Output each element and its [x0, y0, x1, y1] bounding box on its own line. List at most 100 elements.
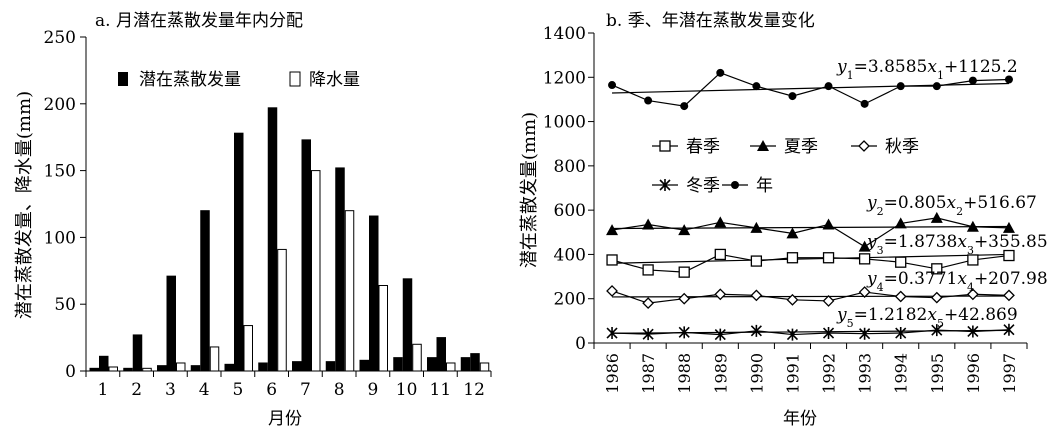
data-point — [678, 224, 691, 236]
bar-pet — [301, 139, 311, 372]
a-y-tick-label: 100 — [44, 228, 76, 248]
legend-marker — [659, 140, 671, 152]
b-x-tick-label: 1989 — [711, 353, 730, 394]
data-point — [894, 217, 907, 229]
a-x-tick-label: 10 — [396, 380, 418, 400]
bar-pet — [369, 215, 379, 372]
bar-pet — [470, 353, 480, 372]
data-point — [822, 327, 835, 340]
bar-pet — [402, 278, 413, 372]
a-y-tick-label: 200 — [44, 95, 76, 115]
bar-precip — [311, 170, 321, 372]
bar-precip — [344, 210, 355, 372]
data-point — [750, 289, 763, 302]
bar-small — [224, 363, 234, 372]
data-point — [606, 254, 618, 266]
bar-small — [190, 365, 201, 372]
data-point — [967, 325, 979, 338]
data-point — [678, 326, 690, 339]
data-point — [894, 290, 907, 303]
b-x-tick-label: 1992 — [820, 353, 839, 394]
b-x-tick-label: 1995 — [928, 353, 947, 394]
data-point — [930, 211, 943, 223]
legend-swatch-pet — [118, 72, 128, 86]
legend-label: 冬季 — [686, 176, 720, 196]
a-x-tick-label: 11 — [430, 380, 452, 400]
bar-precip — [412, 343, 422, 372]
series-line — [611, 217, 1009, 248]
trend-line — [612, 295, 1009, 298]
trend-line — [612, 225, 1009, 230]
data-point — [714, 248, 726, 261]
b-x-tick-label: 1988 — [675, 353, 694, 394]
data-point — [967, 254, 979, 266]
bar-small — [157, 365, 167, 372]
legend-marker — [731, 181, 739, 189]
bar-pet — [200, 210, 210, 372]
panel-b-trend-equations: y1=3.8585x1+1125.2 y2=0.805x2+516.67 y3=1.… — [836, 57, 1048, 330]
panel-b-yearly-chart: b. 季、年潜在蒸散发量变化 潜在蒸散发量(mm) 年份 0 200 400 600 8… — [519, 11, 1048, 429]
panel-b-x-axis-label: 年份 — [783, 409, 817, 429]
data-point — [966, 288, 979, 301]
a-y-tick-label: 250 — [44, 28, 76, 48]
a-x-tick-label: 3 — [165, 380, 176, 400]
data-point — [968, 76, 977, 85]
bar-pet — [436, 337, 446, 372]
b-x-tick-label: 1987 — [639, 353, 658, 394]
bar-precip — [243, 325, 253, 372]
b-x-tick-label: 1993 — [856, 353, 875, 394]
trend-equation: y2=0.805x2+516.67 — [866, 193, 1037, 218]
a-x-tick-label: 5 — [232, 380, 243, 400]
b-y-tick-label: 800 — [554, 157, 586, 177]
bar-precip — [277, 248, 287, 372]
b-x-tick-label: 1997 — [1000, 353, 1019, 394]
panel-a-monthly-chart: a. 月潜在蒸散发量年内分配 潜在蒸散发量、降水量(mm) 月份 潜在蒸散发量 … — [14, 11, 492, 429]
panel-b-title: b. 季、年潜在蒸散发量变化 — [606, 11, 815, 31]
data-point — [1003, 249, 1015, 262]
b-y-tick-label: 400 — [554, 245, 586, 265]
data-point — [860, 99, 869, 108]
data-point — [786, 227, 799, 239]
b-x-tick-label: 1986 — [603, 353, 622, 394]
a-y-tick-label: 150 — [44, 162, 76, 182]
b-y-tick-label: 0 — [575, 334, 586, 354]
data-point — [750, 221, 763, 233]
trend-equation: y5=1.2182x5+42.869 — [836, 305, 1018, 330]
data-point — [786, 328, 799, 341]
bar-small — [393, 357, 403, 372]
data-point — [750, 324, 762, 337]
data-point — [642, 264, 654, 276]
data-point — [896, 82, 905, 91]
bar-small — [325, 361, 336, 372]
data-point — [930, 291, 943, 304]
bar-precip — [446, 362, 456, 372]
a-x-tick-label: 8 — [334, 380, 345, 400]
data-point — [895, 327, 907, 340]
data-point — [642, 328, 654, 341]
data-point — [1003, 289, 1015, 302]
bar-precip — [479, 362, 490, 372]
bar-small — [427, 357, 437, 372]
data-point — [606, 327, 618, 340]
data-point — [714, 288, 727, 301]
panel-a-y-axis-label: 潜在蒸散发量、降水量(mm) — [14, 91, 35, 319]
legend-label: 秋季 — [885, 137, 919, 157]
data-point — [858, 253, 871, 265]
b-y-tick-label: 600 — [554, 201, 586, 221]
a-y-tick-label: 0 — [65, 362, 76, 382]
trend-equation: y4=0.3771x4+207.98 — [866, 269, 1048, 294]
legend-swatch-precip — [289, 71, 301, 87]
panel-a-x-axis-label: 月份 — [268, 409, 302, 429]
bar-pet — [267, 107, 278, 372]
data-point — [642, 297, 655, 310]
data-point — [931, 263, 943, 275]
series-line — [611, 72, 1009, 107]
legend-label-precip: 降水量 — [309, 70, 360, 90]
data-point — [1002, 221, 1015, 233]
a-x-tick-label: 7 — [300, 380, 311, 400]
legend-marker — [757, 140, 769, 151]
b-x-tick-label: 1994 — [892, 353, 911, 394]
legend-label-pet: 潜在蒸散发量 — [139, 70, 241, 90]
data-point — [750, 255, 763, 267]
data-point — [822, 295, 835, 307]
